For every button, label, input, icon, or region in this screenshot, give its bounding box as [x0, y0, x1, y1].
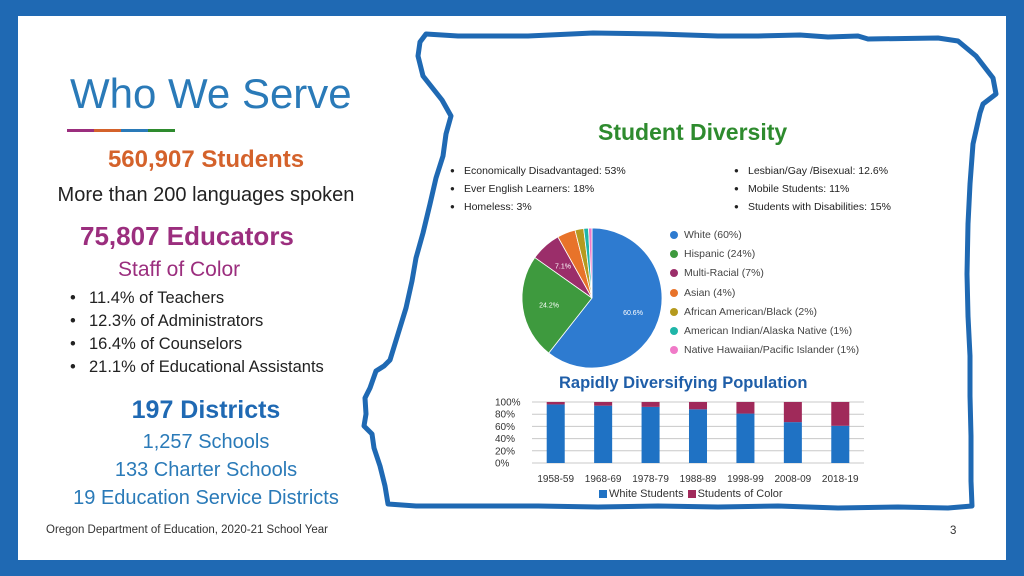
bar-white-students-1998-99	[736, 413, 755, 463]
y-tick-label: 40%	[495, 434, 515, 445]
languages-text: More than 200 languages spoken	[57, 184, 355, 206]
title-underline	[67, 129, 175, 132]
legend-item: African American/Black (2%)	[670, 302, 859, 321]
bar-white-students-2008-09	[783, 422, 802, 463]
list-item: 16.4% of Counselors	[70, 333, 324, 356]
legend-item: Native Hawaiian/Pacific Islander (1%)	[670, 341, 859, 360]
x-tick-label: 1958-59	[537, 474, 574, 485]
legend-label: Hispanic (24%)	[684, 247, 756, 260]
educators-count: 75,807 Educators	[80, 221, 294, 251]
pie-data-label: 24.2%	[539, 302, 559, 309]
footer-source: Oregon Department of Education, 2020-21 …	[46, 524, 328, 536]
bar-students-of-color-1998-99	[736, 402, 755, 414]
page-number: 3	[950, 525, 957, 537]
districts-count: 197 Districts	[131, 396, 281, 424]
list-item: Mobile Students: 11%	[734, 180, 891, 198]
y-tick-label: 60%	[495, 422, 515, 433]
oregon-outline	[361, 30, 999, 511]
bar-students-of-color-1968-69	[594, 402, 613, 406]
legend-swatch	[670, 346, 678, 355]
legend-swatch	[670, 269, 678, 278]
legend-label: Multi-Racial (7%)	[684, 267, 764, 280]
legend-swatch	[670, 230, 678, 239]
slide: Who We Serve 560,907 Students More than …	[18, 16, 1006, 560]
legend-item: Multi-Racial (7%)	[670, 264, 859, 283]
students-count: 560,907 Students	[107, 146, 305, 173]
pie-slice-white-60	[548, 227, 663, 369]
legend-label: Asian (4%)	[684, 286, 736, 299]
x-tick-label: 2018-19	[822, 474, 859, 485]
legend-item: Hispanic (24%)	[670, 244, 859, 263]
pie-legend: White (60%) Hispanic (24%) Multi-Racial (7…	[670, 225, 859, 360]
pie-data-label: 7.1%	[555, 264, 571, 271]
legend-swatch	[687, 490, 696, 498]
schools-count: 1,257 Schools	[142, 431, 270, 453]
underline-segment	[148, 129, 175, 132]
pie-slice-native-hawaiian-pacific-islander-1	[588, 227, 593, 299]
x-tick-label: 1998-99	[727, 474, 764, 485]
bar-students-of-color-1988-89	[688, 402, 708, 410]
staff-of-color-list: 11.4% of Teachers 12.3% of Administrator…	[70, 287, 324, 379]
list-item: Students with Disabilities: 15%	[734, 198, 891, 216]
legend-label: African American/Black (2%)	[684, 305, 818, 318]
underline-segment	[67, 129, 94, 132]
page-title: Who We Serve	[70, 70, 352, 117]
underline-segment	[121, 129, 148, 132]
legend-label: White (60%)	[684, 228, 742, 241]
legend-item: Asian (4%)	[670, 283, 859, 302]
charter-schools-count: 133 Charter Schools	[114, 459, 298, 481]
legend-item: American Indian/Alaska Native (1%)	[670, 321, 859, 340]
legend-label: White Students	[609, 488, 684, 500]
bar-chart-title: Rapidly Diversifying Population	[559, 374, 808, 392]
legend-label: Native Hawaiian/Pacific Islander (1%)	[684, 344, 860, 357]
legend-label: American Indian/Alaska Native (1%)	[684, 325, 853, 338]
ethnicity-pie-chart: 60.6% 24.2% 7.1%	[521, 227, 663, 369]
x-tick-label: 1988-89	[680, 474, 717, 485]
bar-students-of-color-1978-79	[641, 402, 660, 407]
esd-count: 19 Education Service Districts	[73, 487, 339, 509]
staff-of-color-heading: Staff of Color	[118, 258, 241, 281]
x-tick-label: 1968-69	[585, 474, 622, 485]
y-tick-label: 0%	[495, 459, 510, 470]
bar-students-of-color-2008-09	[783, 402, 802, 423]
list-item: Homeless: 3%	[450, 198, 626, 216]
diversity-list-right: Lesbian/Gay /Bisexual: 12.6% Mobile Stud…	[734, 162, 891, 216]
pie-slice-hispanic-24	[521, 257, 593, 354]
list-item: Lesbian/Gay /Bisexual: 12.6%	[734, 162, 891, 180]
bar-white-students-2018-19	[831, 425, 850, 463]
bar-white-students-1978-79	[641, 406, 660, 463]
legend-swatch	[599, 490, 607, 498]
list-item: Economically Disadvantaged: 53%	[450, 162, 626, 180]
diversity-list-left: Economically Disadvantaged: 53% Ever Eng…	[450, 162, 626, 216]
y-tick-label: 20%	[495, 446, 515, 457]
list-item: 21.1% of Educational Assistants	[70, 356, 324, 379]
bar-white-students-1958-59	[546, 404, 565, 463]
legend-swatch	[670, 327, 678, 336]
legend-item: White (60%)	[670, 225, 859, 244]
y-tick-label: 100%	[495, 398, 521, 409]
legend-swatch	[670, 249, 678, 258]
list-item: 12.3% of Administrators	[70, 310, 324, 333]
student-diversity-title: Student Diversity	[598, 119, 788, 145]
bar-white-students-1988-89	[688, 409, 708, 463]
x-tick-label: 2008-09	[775, 474, 812, 485]
bar-white-students-1968-69	[594, 405, 613, 463]
legend-swatch	[670, 307, 678, 316]
population-bar-chart: 100%80%60%40%20% 0% 1958-59 1968-69 1978-79 1…	[495, 398, 864, 485]
list-item: Ever English Learners: 18%	[450, 180, 626, 198]
legend-label: Students of Color	[697, 488, 783, 500]
bar-students-of-color-1958-59	[546, 402, 565, 405]
list-item: 11.4% of Teachers	[70, 287, 324, 310]
pie-data-label: 60.6%	[623, 310, 643, 317]
y-tick-label: 80%	[495, 410, 515, 421]
bar-students-of-color-2018-19	[831, 402, 850, 426]
x-tick-label: 1978-79	[632, 474, 669, 485]
bar-legend: White Students Students of Color	[599, 488, 783, 500]
underline-segment	[94, 129, 121, 132]
legend-swatch	[670, 288, 678, 297]
